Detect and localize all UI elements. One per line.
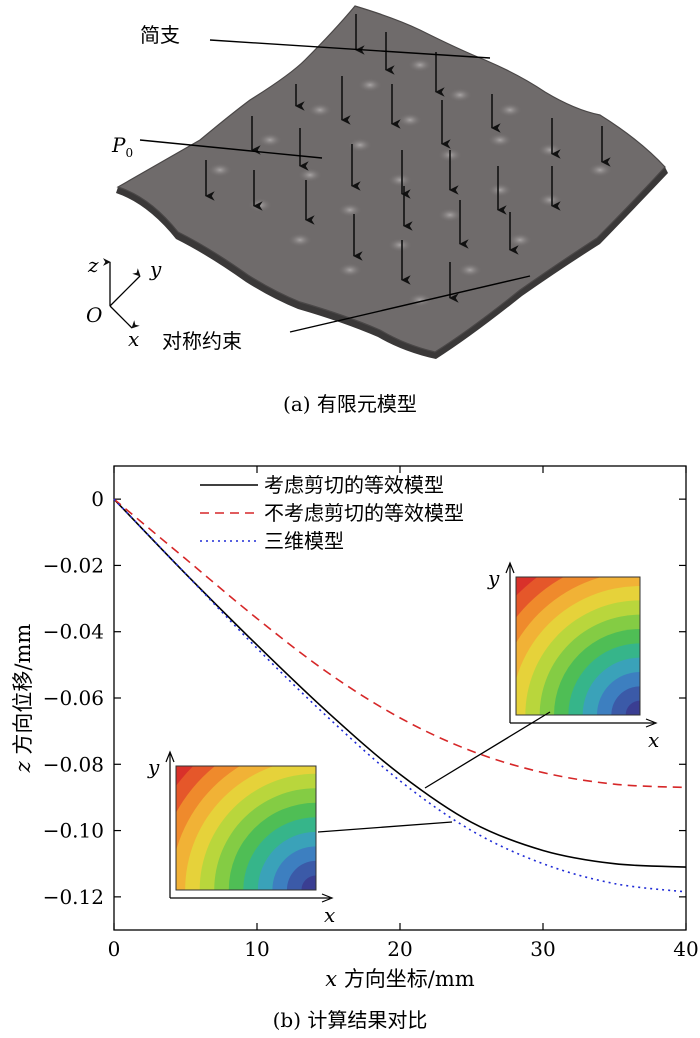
y-axis-title: z 方向位移/mm bbox=[11, 624, 35, 774]
x-tick-label: 10 bbox=[244, 937, 269, 961]
contour-band bbox=[625, 700, 640, 715]
coordinate-triad bbox=[102, 258, 141, 329]
axis-z-label: z bbox=[87, 253, 99, 277]
small-inset: yx bbox=[147, 750, 335, 927]
simply-supported-label: 简支 bbox=[140, 23, 180, 47]
axis-y-label: y bbox=[149, 257, 162, 281]
x-tick-label: 30 bbox=[530, 937, 555, 961]
y-tick-label: −0.12 bbox=[43, 885, 104, 909]
fem-model-figure: 简支 P0 对称约束 z y O x bbox=[86, 5, 668, 359]
inset-x-label: x bbox=[324, 903, 335, 927]
y-tick-label: 0 bbox=[91, 487, 104, 511]
series-line-2 bbox=[113, 498, 687, 789]
x-axis-title: x 方向坐标/mm bbox=[325, 967, 475, 991]
symmetric-leader bbox=[289, 275, 531, 333]
large-inset: yx bbox=[487, 561, 659, 752]
x-tick-label: 0 bbox=[108, 937, 121, 961]
legend-label-1: 考虑剪切的等效模型 bbox=[264, 473, 444, 497]
y-tick-label: −0.08 bbox=[43, 752, 104, 776]
symmetric-constraint-label: 对称约束 bbox=[162, 329, 242, 353]
panel-b-caption: (b) 计算结果对比 bbox=[272, 1008, 428, 1032]
inset-y-label: y bbox=[147, 755, 160, 779]
contour-band bbox=[301, 875, 316, 890]
inset-pointer-1 bbox=[424, 711, 551, 789]
load-arrows bbox=[205, 14, 611, 303]
x-tick-label: 20 bbox=[387, 937, 412, 961]
axis-x-label: x bbox=[128, 327, 139, 351]
series-line-3 bbox=[113, 498, 687, 893]
inset-y-arrow bbox=[165, 750, 175, 763]
load-label: P0 bbox=[111, 133, 133, 160]
displacement-chart: 0 10 20 30 40 0 −0.02 −0.04 −0.06 −0.08 −0.10 −0.12… bbox=[11, 465, 699, 991]
simply-supported-leader bbox=[209, 39, 491, 59]
axis-origin-label: O bbox=[86, 303, 102, 327]
panel-a-caption: (a) 有限元模型 bbox=[283, 392, 417, 416]
inset-x-label: x bbox=[648, 728, 659, 752]
x-tick-label: 40 bbox=[673, 937, 698, 961]
y-tick-label: −0.02 bbox=[43, 553, 104, 577]
y-tick-label: −0.04 bbox=[43, 620, 104, 644]
inset-y-label: y bbox=[487, 566, 500, 590]
load-leader bbox=[139, 139, 323, 159]
legend-label-3: 三维模型 bbox=[264, 529, 344, 553]
y-tick-label: −0.10 bbox=[43, 819, 104, 843]
inset-pointer-2 bbox=[317, 821, 453, 833]
inset-x-arrow bbox=[645, 718, 658, 728]
y-tick-label: −0.06 bbox=[43, 686, 104, 710]
inset-x-arrow bbox=[321, 893, 334, 903]
legend-label-2: 不考虑剪切的等效模型 bbox=[264, 501, 464, 525]
inset-y-arrow bbox=[505, 561, 515, 574]
plate-edge bbox=[116, 167, 668, 359]
